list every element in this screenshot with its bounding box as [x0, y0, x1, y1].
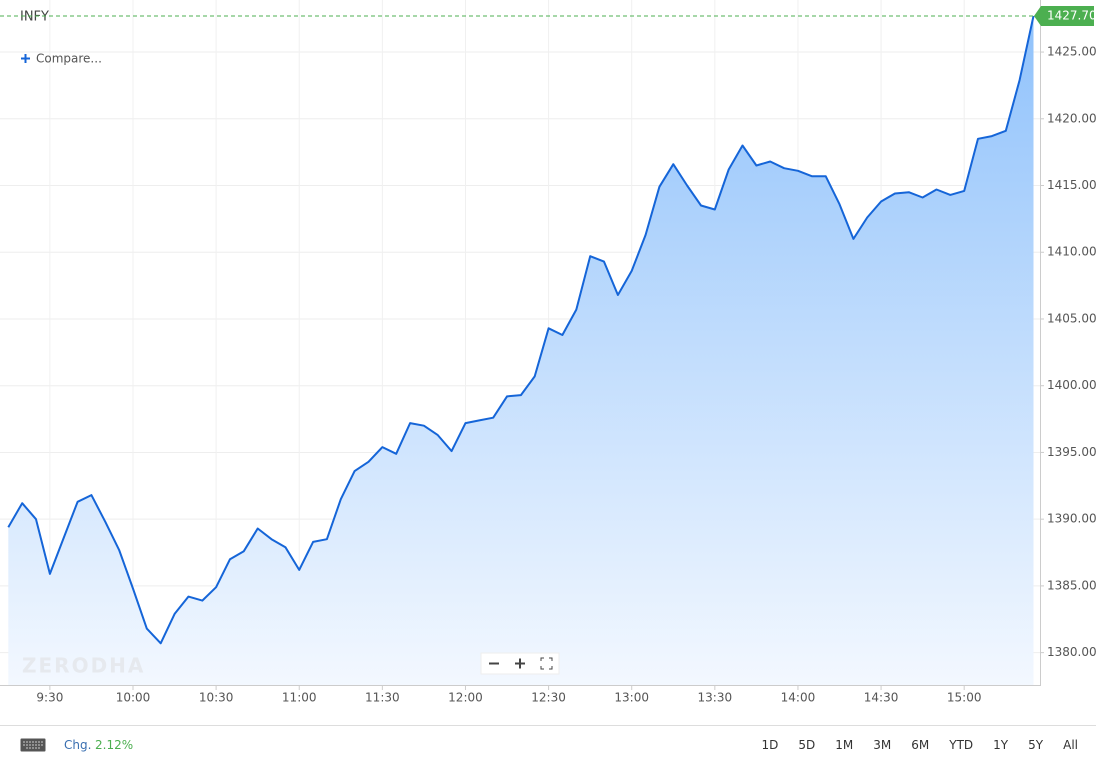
watermark: ZERODHA	[22, 654, 145, 678]
zoom-controls	[480, 652, 560, 675]
x-tick-label: 11:30	[365, 691, 400, 705]
y-tick-label: 1405.00	[1047, 311, 1096, 325]
bottom-bar: Chg. 2.12% 1D 5D 1M 3M 6M YTD 1Y 5Y All	[0, 725, 1096, 761]
period-button[interactable]: 1M	[835, 738, 854, 752]
compare-button[interactable]: Compare...	[21, 52, 102, 66]
keyboard-icon[interactable]	[20, 738, 46, 752]
fullscreen[interactable]	[540, 657, 553, 670]
period-button[interactable]: 1D	[761, 738, 779, 752]
y-tick-label: 1425.00	[1047, 45, 1096, 59]
period-buttons: 1D 5D 1M 3M 6M YTD 1Y 5Y All	[762, 738, 1078, 752]
y-tick-label: 1395.00	[1047, 445, 1096, 459]
x-tick-label: 12:00	[448, 691, 483, 705]
chart: INFY Compare... ZERODHA 1380.00 1385.00 13…	[0, 0, 1096, 705]
price-line	[7, 15, 1035, 645]
x-tick-label: 14:00	[781, 691, 816, 705]
period-button[interactable]: 5Y	[1028, 738, 1044, 752]
x-tick-label: 10:30	[199, 691, 234, 705]
period-button[interactable]: All	[1063, 738, 1078, 752]
y-tick-label: 1420.00	[1047, 111, 1096, 125]
period-button[interactable]: 5D	[798, 738, 816, 752]
last-price-label: 1427.70	[1047, 9, 1096, 23]
change-value: 2.12%	[95, 738, 134, 752]
zoom-in[interactable]	[515, 658, 525, 669]
period-button[interactable]: 3M	[873, 738, 892, 752]
x-tick-label: 14:30	[864, 691, 899, 705]
x-tick-label: 13:30	[698, 691, 733, 705]
period-button[interactable]: 6M	[911, 738, 930, 752]
x-tick-label: 12:30	[531, 691, 566, 705]
period-button[interactable]: 1Y	[993, 738, 1009, 752]
x-tick-label: 13:00	[614, 691, 649, 705]
compare-label: Compare...	[36, 52, 102, 66]
period-button[interactable]: YTD	[949, 738, 974, 752]
symbol: INFY	[20, 10, 49, 25]
x-tick-label: 10:00	[116, 691, 151, 705]
y-tick-label: 1390.00	[1047, 512, 1096, 526]
y-tick-label: 1385.00	[1047, 578, 1096, 592]
change-label: Chg.	[64, 738, 92, 752]
x-tick-label: 9:30	[36, 691, 63, 705]
y-tick-label: 1415.00	[1047, 178, 1096, 192]
last-price-tag	[1034, 6, 1094, 27]
x-tick-label: 11:00	[282, 691, 317, 705]
y-tick-label: 1380.00	[1047, 645, 1096, 659]
y-tick-label: 1410.00	[1047, 245, 1096, 259]
y-tick-label: 1400.00	[1047, 378, 1096, 392]
x-tick-label: 15:00	[947, 691, 982, 705]
area-fill	[8, 16, 1034, 686]
plus-icon	[21, 54, 30, 63]
